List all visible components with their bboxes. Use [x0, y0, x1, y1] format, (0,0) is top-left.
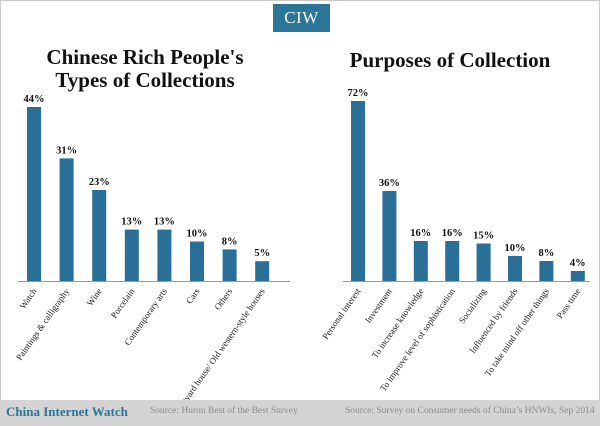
- left-category-label-6: Cars: [184, 286, 202, 306]
- right-category-label-8: Pass time: [555, 286, 583, 320]
- right-value-label-1: 72%: [348, 88, 369, 99]
- left-category-label-3: Wine: [85, 286, 104, 307]
- footer-brand[interactable]: China Internet Watch: [6, 404, 128, 419]
- right-bar-5: [476, 243, 491, 281]
- left-bar-8: [255, 261, 270, 281]
- left-bar-1: [27, 107, 41, 281]
- left-bar-3: [92, 190, 107, 281]
- right-value-label-2: 36%: [379, 178, 400, 189]
- right-value-label-4: 16%: [442, 228, 463, 239]
- right-bar-2: [382, 191, 397, 281]
- right-bar-3: [413, 241, 428, 281]
- footer-bar: [0, 400, 600, 426]
- left-title-line-2: Types of Collections: [55, 68, 235, 92]
- left-category-label-1: Watch: [17, 286, 39, 311]
- left-chart-title: Chinese Rich People's Types of Collectio…: [20, 46, 270, 92]
- left-category-label-7: Others: [212, 286, 234, 312]
- left-source-note: Source: Hurun Best of the Best Survey: [150, 406, 298, 416]
- right-source-note: Source: Survey on Consumer needs of Chin…: [345, 406, 595, 416]
- right-value-label-6: 10%: [505, 243, 526, 254]
- right-category-label-1: Personal interest: [320, 286, 363, 341]
- left-bar-4: [124, 229, 139, 281]
- left-bar-6: [190, 241, 204, 281]
- right-category-label-2: Investment: [363, 286, 394, 325]
- right-bar-8: [570, 271, 585, 281]
- right-category-label-7: To take mind off other things: [483, 286, 552, 378]
- left-value-label-2: 31%: [56, 145, 77, 156]
- ciw-logo[interactable]: CIW: [273, 4, 330, 32]
- left-bar-5: [157, 229, 172, 281]
- left-value-label-6: 10%: [187, 229, 208, 240]
- left-value-label-7: 8%: [222, 236, 238, 247]
- left-category-label-4: Porcelain: [109, 286, 137, 320]
- left-value-label-1: 44%: [24, 94, 45, 105]
- right-value-label-7: 8%: [539, 248, 555, 259]
- left-value-label-8: 5%: [254, 248, 270, 259]
- left-value-label-4: 13%: [121, 217, 142, 228]
- right-bar-4: [445, 241, 460, 281]
- right-bar-1: [351, 101, 365, 281]
- right-bar-6: [508, 256, 522, 281]
- left-value-label-3: 23%: [89, 177, 110, 188]
- right-value-label-5: 15%: [473, 231, 494, 242]
- left-bar-7: [222, 249, 237, 281]
- left-value-label-5: 13%: [154, 217, 175, 228]
- right-bar-7: [539, 261, 554, 281]
- right-title-line-1: Purposes of Collection: [349, 48, 551, 72]
- left-bar-2: [59, 158, 74, 281]
- left-title-line-1: Chinese Rich People's: [46, 45, 244, 69]
- right-category-label-5: Socializing: [457, 286, 489, 325]
- right-chart-title: Purposes of Collection: [320, 49, 580, 72]
- right-value-label-8: 4%: [570, 258, 586, 269]
- right-value-label-3: 16%: [410, 228, 431, 239]
